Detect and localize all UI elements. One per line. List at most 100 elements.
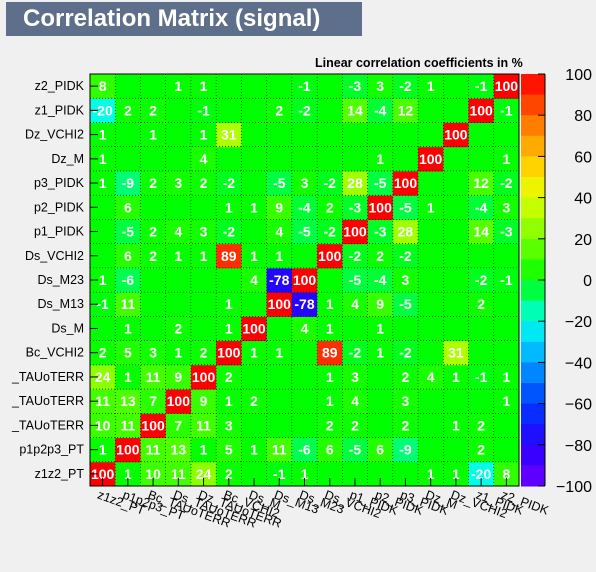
heatmap-cell — [266, 243, 293, 269]
heatmap-cell — [342, 146, 369, 172]
cell-value-label: 100 — [419, 151, 443, 167]
heatmap-cell — [140, 146, 167, 172]
heatmap-cell — [392, 292, 419, 317]
heatmap-cell — [140, 243, 167, 269]
cell-value-label: 1 — [99, 175, 107, 191]
heatmap-cell — [367, 146, 394, 172]
cell-value-label: 89 — [322, 345, 338, 361]
cell-value-label: -78 — [294, 296, 314, 312]
cell-value-label: 3 — [376, 78, 384, 94]
cell-value-label: 1 — [275, 248, 283, 264]
heatmap-cell — [342, 364, 369, 390]
cell-value-label: -2 — [223, 175, 236, 191]
heatmap-cell — [140, 316, 167, 342]
heatmap-cell — [493, 267, 520, 293]
heatmap-cell — [241, 389, 268, 414]
cell-value-label: 11 — [272, 442, 287, 458]
row-tick-label: p1_PIDK — [34, 225, 85, 239]
heatmap-cell — [367, 267, 394, 293]
heatmap-cell — [317, 437, 343, 463]
cell-value-label: -2 — [349, 345, 362, 361]
cell-value-label: 6 — [124, 248, 132, 264]
heatmap-cell — [190, 74, 217, 99]
cell-value-label: 1 — [376, 320, 384, 336]
heatmap-cell — [140, 413, 167, 439]
palette-tick-label: −60 — [565, 397, 592, 414]
palette-bin — [521, 444, 545, 466]
heatmap-cell — [418, 292, 444, 317]
heatmap-cell — [468, 364, 495, 390]
heatmap-cell — [165, 146, 192, 172]
cell-value-label: 4 — [351, 393, 359, 409]
cell-value-label: -2 — [475, 272, 488, 288]
heatmap-cell — [266, 98, 293, 123]
cell-value-label: 1 — [174, 345, 182, 361]
heatmap-cell — [493, 243, 520, 269]
heatmap-cell — [342, 219, 369, 245]
heatmap-cell — [317, 364, 343, 390]
cell-value-label: 2 — [477, 296, 485, 312]
heatmap-cell — [266, 364, 293, 390]
heatmap-cell — [190, 170, 217, 196]
heatmap-cell — [317, 122, 343, 148]
heatmap-cell — [165, 122, 192, 148]
heatmap-cell — [190, 340, 217, 366]
heatmap-cell — [140, 122, 167, 148]
cell-value-label: 10 — [95, 417, 111, 433]
palette-bin — [521, 218, 545, 240]
heatmap-cell — [291, 195, 318, 220]
cell-value-label: 4 — [301, 320, 309, 336]
cell-value-label: 24 — [95, 369, 111, 385]
heatmap-cell — [418, 243, 444, 269]
cell-value-label: -1 — [500, 272, 513, 288]
heatmap-cell — [392, 74, 419, 99]
heatmap-cell — [367, 170, 394, 196]
row-tick-label: p1p2p3_PT — [19, 443, 84, 457]
heatmap-cell — [443, 74, 470, 99]
cell-value-label: -4 — [298, 199, 311, 215]
heatmap-cell — [342, 437, 369, 463]
heatmap-cell — [190, 146, 217, 172]
heatmap-cell — [468, 267, 495, 293]
cell-value-label: 1 — [452, 417, 460, 433]
heatmap-cell — [190, 364, 217, 390]
heatmap-cell — [266, 389, 293, 414]
cell-value-label: 8 — [502, 466, 510, 482]
heatmap-cell — [493, 122, 520, 148]
palette-bin — [521, 403, 545, 425]
cell-value-label: 2 — [200, 175, 208, 191]
heatmap-cell — [392, 437, 419, 463]
cell-value-label: 2 — [200, 345, 208, 361]
heatmap-cell — [216, 195, 242, 220]
heatmap-cell — [493, 413, 520, 439]
heatmap-cell — [190, 389, 217, 414]
cell-value-label: 4 — [200, 151, 208, 167]
cell-value-label: 2 — [149, 175, 157, 191]
heatmap-cell — [443, 219, 470, 245]
heatmap-cell — [241, 170, 268, 196]
cell-value-label: 3 — [502, 199, 510, 215]
cell-value-label: 2 — [149, 248, 157, 264]
heatmap-cell — [342, 122, 369, 148]
cell-value-label: 1 — [250, 345, 258, 361]
color-palette: 100 80 60 40 20 0 −20 −40 −60 −80 −100 — [521, 67, 592, 496]
cell-value-label: 1 — [225, 393, 233, 409]
column-labels: z1z2_PTp1p2p3_PTBc_TAUoTERRDs_TAUoTERRDz… — [96, 478, 551, 531]
cell-value-label: 11 — [171, 466, 186, 482]
heatmap-cell — [317, 74, 343, 99]
heatmap-cell — [140, 267, 167, 293]
heatmap-cell — [443, 340, 470, 366]
cell-value-label: 7 — [149, 393, 157, 409]
heatmap-cell — [190, 195, 217, 220]
cell-value-label: 1 — [326, 320, 334, 336]
cell-value-label: 2 — [326, 199, 334, 215]
cell-value-label: 2 — [124, 102, 132, 118]
heatmap-cell — [493, 340, 520, 366]
heatmap-cell — [115, 170, 141, 196]
cell-value-label: 2 — [275, 102, 283, 118]
heatmap-cell — [190, 267, 217, 293]
heatmap-cell — [216, 267, 242, 293]
cell-value-label: 4 — [250, 272, 258, 288]
palette-tick-label: 0 — [583, 273, 592, 290]
heatmap-cell — [418, 74, 444, 99]
